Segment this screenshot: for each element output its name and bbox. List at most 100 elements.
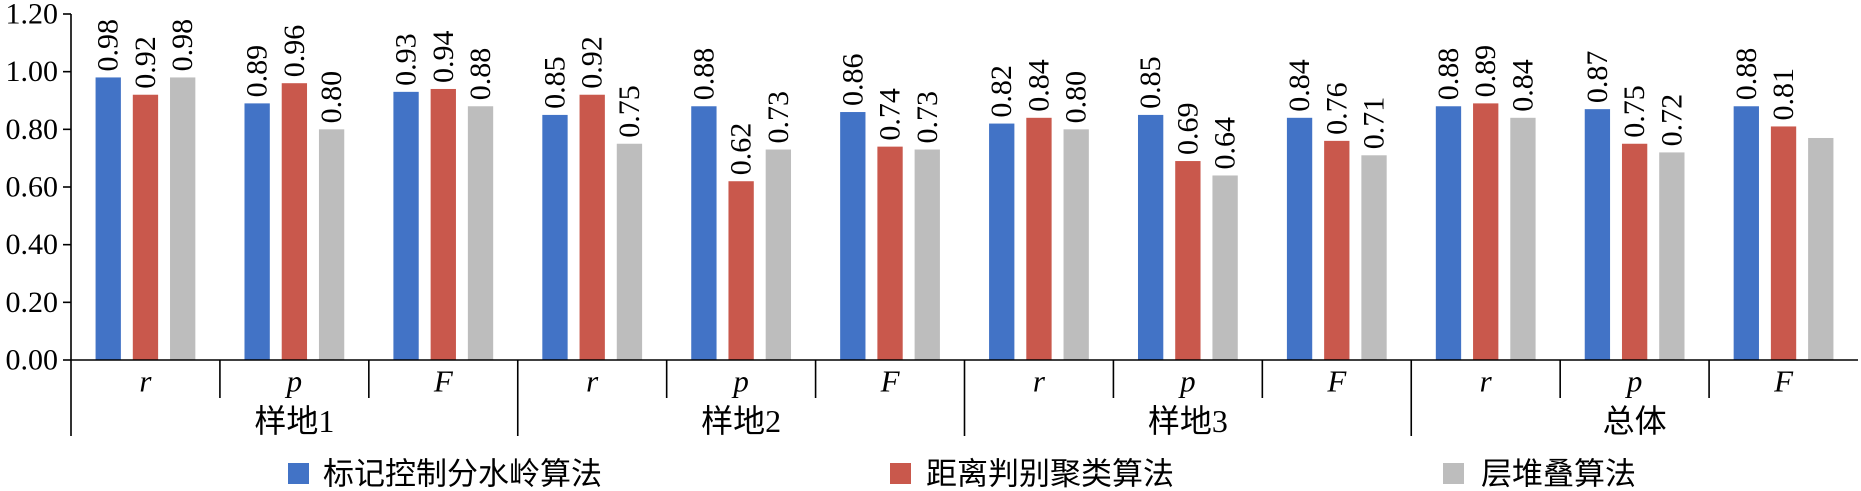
y-tick-label: 0.00 (6, 344, 59, 377)
y-tick-label: 0.80 (6, 113, 59, 146)
bar (1659, 152, 1685, 360)
y-tick-label: 0.20 (6, 286, 59, 319)
bar (1621, 143, 1648, 360)
legend-swatch (1443, 463, 1464, 484)
bar (989, 123, 1015, 360)
bar (1212, 175, 1238, 360)
y-tick-label: 0.60 (6, 171, 59, 204)
bar (170, 77, 196, 360)
legend-item: 标记控制分水岭算法 (288, 457, 602, 491)
data-label: 0.89 (1469, 45, 1502, 98)
bar (579, 94, 605, 360)
bar (95, 77, 121, 360)
bar (1510, 117, 1536, 360)
x-group-label: 样地3 (1148, 403, 1228, 439)
x-category-label: r (139, 364, 152, 399)
bar (691, 106, 717, 361)
data-label: 0.98 (92, 19, 125, 71)
x-category-label: p (1178, 364, 1196, 399)
bar (1473, 103, 1499, 360)
data-label: 0.64 (1209, 117, 1242, 170)
x-category-label: r (1480, 364, 1493, 399)
bars-layer (95, 77, 1834, 361)
bar (840, 112, 866, 361)
x-axis: r p F 样地1 r p F 样地2 r p F 样地3 r p F 总体 (70, 359, 1858, 439)
data-label: 0.72 (1655, 94, 1688, 147)
x-category-label: p (285, 364, 303, 399)
x-category-label: F (1773, 364, 1794, 399)
y-tick-label: 1.20 (6, 0, 59, 31)
bar (1733, 106, 1759, 361)
data-label: 0.89 (241, 45, 274, 98)
bar (281, 83, 308, 360)
y-tick-label: 0.40 (6, 228, 59, 261)
bar (1137, 114, 1164, 361)
bar (914, 149, 940, 360)
bar (1175, 161, 1201, 360)
bar (1026, 117, 1052, 360)
data-label: 0.88 (1730, 48, 1763, 101)
legend-label: 距离判别聚类算法 (926, 457, 1174, 491)
data-label: 0.84 (1022, 59, 1055, 112)
bar (1770, 126, 1797, 360)
data-label: 0.88 (687, 48, 720, 101)
bar (244, 103, 270, 360)
data-label: 0.75 (1618, 85, 1651, 138)
legend-label: 标记控制分水岭算法 (323, 457, 602, 491)
data-label: 0.84 (1283, 59, 1316, 112)
bar (542, 114, 568, 361)
x-category-label: F (433, 364, 454, 399)
data-label: 0.84 (1506, 59, 1539, 112)
data-label: 0.81 (1767, 68, 1800, 121)
data-label: 0.94 (427, 30, 460, 83)
bar (318, 129, 345, 360)
data-label: 0.73 (911, 91, 944, 144)
x-category-label: r (1033, 364, 1046, 399)
x-category-label: F (1326, 364, 1347, 399)
bar (1063, 129, 1089, 360)
legend-item: 层堆叠算法 (1443, 457, 1636, 491)
legend-item: 距离判别聚类算法 (890, 457, 1174, 491)
data-label: 0.62 (725, 123, 758, 176)
x-category-label: F (880, 364, 901, 399)
x-group-label: 样地2 (701, 403, 781, 439)
data-label: 0.96 (278, 25, 311, 78)
data-label: 0.88 (464, 48, 497, 101)
legend-swatch (890, 463, 911, 484)
y-axis: 0.00 0.20 0.40 0.60 0.80 1.00 1.20 (6, 0, 72, 377)
data-label: 0.80 (315, 71, 348, 124)
x-category-label: r (586, 364, 599, 399)
data-label: 0.92 (576, 36, 609, 89)
data-label: 0.88 (1432, 48, 1465, 101)
bar (467, 106, 494, 361)
bar (1324, 140, 1350, 360)
data-label: 0.98 (166, 19, 199, 72)
x-group-label: 样地1 (254, 403, 334, 439)
data-label: 0.74 (874, 88, 907, 141)
data-label: 0.73 (762, 91, 795, 144)
bar (765, 149, 792, 360)
data-labels-layer: 0.98 0.89 0.93 0.85 0.88 0.86 0.82 0.85 0.84 0.88… (92, 19, 1800, 175)
x-category-label: p (1625, 364, 1643, 399)
y-tick-label: 1.00 (6, 55, 59, 88)
data-label: 0.87 (1581, 51, 1614, 104)
data-label: 0.86 (836, 54, 869, 107)
data-label: 0.85 (1134, 56, 1167, 109)
bar (1584, 109, 1611, 361)
bar (393, 91, 419, 360)
legend-label: 层堆叠算法 (1481, 457, 1636, 491)
bar (132, 94, 159, 360)
bar (1361, 155, 1387, 360)
data-label: 0.75 (613, 85, 646, 138)
data-label: 0.92 (129, 36, 162, 89)
bar (877, 146, 903, 360)
bar (430, 88, 456, 360)
legend: 标记控制分水岭算法 距离判别聚类算法 层堆叠算法 (288, 457, 1636, 491)
data-label: 0.80 (1060, 71, 1093, 124)
data-label: 0.82 (985, 65, 1018, 118)
data-label: 0.93 (390, 33, 423, 86)
data-label: 0.69 (1171, 103, 1204, 156)
bar (1435, 106, 1462, 361)
bar (1286, 117, 1313, 360)
